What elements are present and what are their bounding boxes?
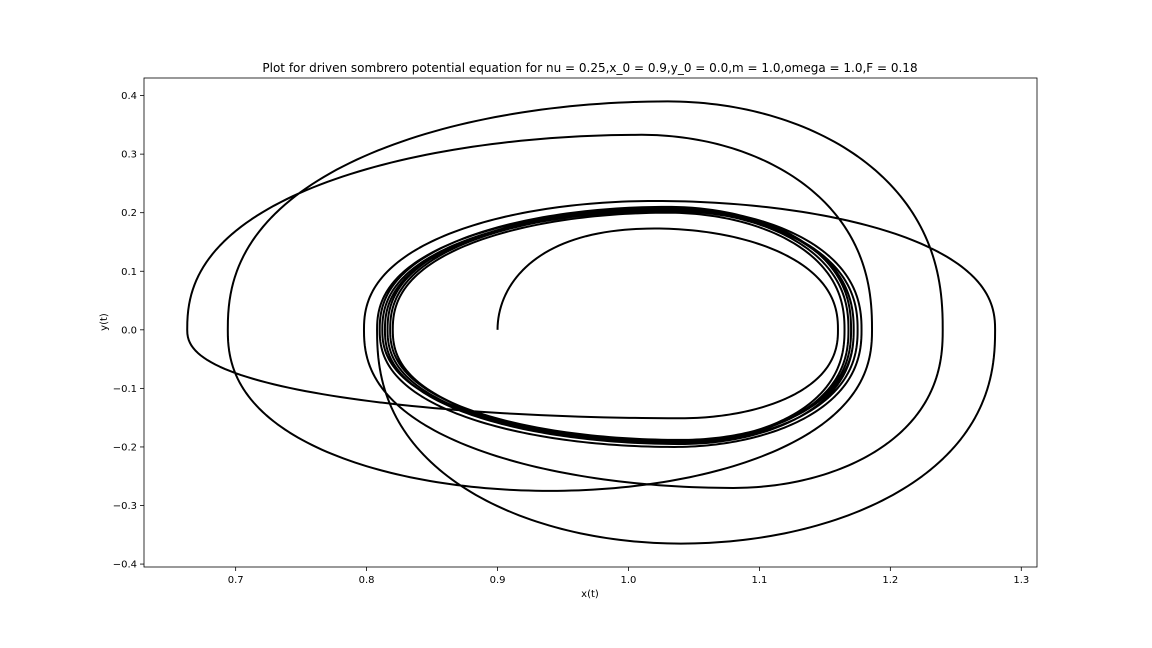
x-tick-label: 0.9: [490, 575, 506, 586]
y-tick-label: 0.1: [121, 267, 137, 278]
x-axis-label: x(t): [581, 589, 599, 600]
x-tick-label: 1.2: [882, 575, 898, 586]
x-axis-ticks: 0.7 0.8 0.9 1.0 1.1 1.2 1.3: [228, 567, 1029, 586]
y-tick-label: −0.3: [113, 501, 137, 512]
y-tick-label: −0.2: [113, 442, 137, 453]
x-tick-label: 1.1: [751, 575, 767, 586]
x-tick-label: 1.3: [1013, 575, 1029, 586]
x-tick-label: 1.0: [621, 575, 637, 586]
y-tick-label: 0.4: [121, 91, 137, 102]
x-tick-label: 0.7: [228, 575, 244, 586]
y-tick-label: −0.4: [113, 560, 137, 571]
y-tick-label: 0.3: [121, 150, 137, 161]
trajectory-line: [186, 100, 997, 545]
chart-title: Plot for driven sombrero potential equat…: [262, 61, 917, 75]
x-tick-label: 0.8: [359, 575, 375, 586]
y-tick-label: 0.2: [121, 208, 137, 219]
y-axis-ticks: −0.4 −0.3 −0.2 −0.1 0.0 0.1 0.2 0.3 0.4: [113, 91, 144, 571]
y-tick-label: −0.1: [113, 384, 137, 395]
y-axis-label: y(t): [99, 313, 110, 331]
trajectory-series: [186, 100, 997, 545]
plot-frame: [143, 77, 1038, 568]
y-tick-label: 0.0: [121, 325, 137, 336]
